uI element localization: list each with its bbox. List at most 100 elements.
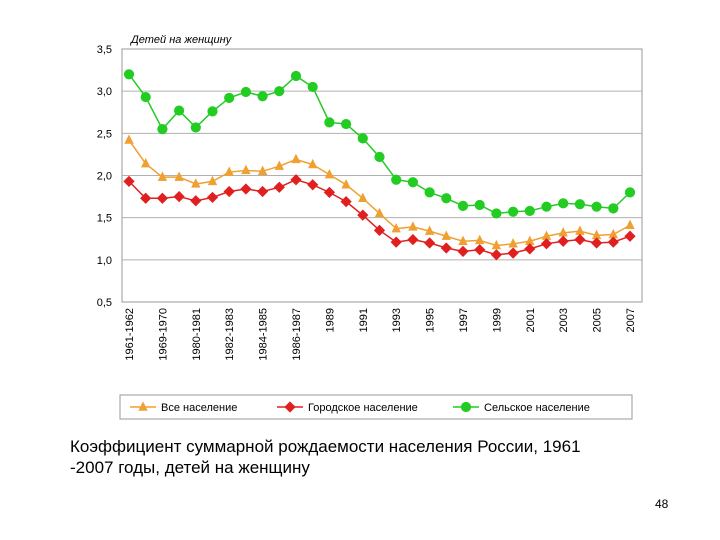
y-axis-label: Детей на женщину — [129, 34, 233, 46]
series — [124, 134, 635, 250]
x-tick-label: 2003 — [558, 308, 570, 332]
y-tick-label: 3,5 — [97, 44, 112, 56]
data-point-triangle — [191, 178, 201, 188]
series — [123, 69, 636, 219]
chart-caption: Коэффициент суммарной рождаемости населе… — [70, 437, 581, 477]
data-point-circle — [240, 86, 251, 98]
data-point-diamond — [140, 192, 152, 204]
data-point-diamond — [190, 195, 202, 207]
data-point-triangle — [508, 238, 518, 248]
legend-box — [119, 394, 633, 420]
data-point-circle — [140, 91, 151, 103]
data-point-triangle — [157, 171, 168, 181]
data-point-triangle — [141, 158, 151, 168]
x-tick-label: 2007 — [625, 308, 637, 332]
data-point-circle — [257, 91, 268, 102]
data-point-diamond — [373, 224, 386, 236]
y-tick-label: 1,5 — [97, 213, 112, 225]
data-point-circle — [574, 199, 586, 210]
y-tick-label: 3,0 — [97, 86, 112, 98]
data-point-triangle — [341, 179, 351, 189]
data-point-circle — [524, 205, 535, 217]
data-point-triangle — [308, 158, 318, 169]
data-point-triangle — [291, 153, 301, 164]
data-point-triangle — [174, 171, 184, 181]
data-point-diamond — [423, 237, 436, 249]
data-point-diamond — [223, 185, 235, 198]
data-point-diamond — [457, 245, 469, 258]
x-tick-label: 1969-1970 — [157, 308, 169, 361]
data-point-triangle — [324, 168, 335, 179]
data-point-circle — [324, 117, 335, 128]
legend-label: Городское население — [308, 402, 418, 414]
x-tick-label: 1999 — [491, 308, 503, 332]
data-point-diamond — [390, 236, 402, 248]
data-point-circle — [441, 193, 452, 204]
data-point-diamond — [524, 243, 536, 255]
data-point-circle — [174, 105, 185, 116]
x-tick-label: 1993 — [391, 308, 403, 332]
data-point-triangle — [424, 225, 435, 235]
data-point-circle — [541, 201, 552, 212]
data-point-triangle — [625, 219, 635, 229]
data-point-circle — [207, 106, 218, 117]
data-point-circle — [624, 187, 636, 198]
data-point-diamond — [323, 186, 336, 198]
data-point-triangle — [491, 239, 502, 250]
data-point-diamond — [240, 183, 252, 195]
data-point-triangle — [475, 234, 485, 245]
data-point-diamond — [307, 179, 319, 191]
data-point-circle — [123, 69, 135, 80]
data-point-triangle — [575, 225, 585, 235]
data-point-triangle — [441, 230, 451, 240]
x-tick-label: 1984-1985 — [258, 308, 270, 361]
data-point-diamond — [357, 209, 369, 221]
data-point-circle — [474, 199, 485, 211]
data-point-diamond — [507, 247, 519, 259]
data-point-circle — [341, 118, 352, 130]
data-point-diamond — [407, 233, 419, 246]
data-point-circle — [507, 206, 519, 217]
legend-label: Все население — [161, 402, 237, 414]
data-point-circle — [491, 208, 502, 219]
y-tick-label: 1,0 — [97, 255, 112, 267]
x-tick-label: 1989 — [324, 308, 336, 332]
data-point-triangle — [408, 221, 418, 231]
x-tick-label: 2005 — [592, 308, 604, 332]
data-point-circle — [608, 203, 619, 214]
data-point-diamond — [273, 181, 285, 193]
data-point-triangle — [224, 166, 234, 176]
data-point-diamond — [607, 236, 619, 248]
data-point-diamond — [206, 191, 219, 204]
data-point-diamond — [173, 190, 185, 203]
y-tick-labels: 0,5 1,0 1,5 2,0 2,5 3,0 3,5 — [97, 44, 112, 309]
data-point-diamond — [256, 185, 269, 198]
x-tick-label: 1997 — [458, 308, 470, 332]
y-tick-label: 2,0 — [97, 171, 112, 183]
x-tick-label: 1982-1983 — [224, 308, 236, 361]
data-point-diamond — [156, 192, 169, 204]
data-point-triangle — [207, 175, 218, 186]
data-point-triangle — [374, 207, 385, 218]
data-point-diamond — [440, 242, 452, 254]
x-tick-label: 2001 — [525, 308, 537, 332]
data-point-circle — [190, 122, 201, 133]
grid-lines — [122, 90, 642, 261]
legend: Все население Городское население Сельское… — [119, 394, 633, 420]
data-point-triangle — [391, 222, 401, 233]
legend-label: Сельское население — [484, 402, 590, 414]
data-point-diamond — [557, 235, 569, 247]
data-point-triangle — [124, 134, 134, 144]
data-point-circle — [558, 198, 569, 209]
data-point-circle — [424, 187, 435, 198]
data-point-diamond — [590, 237, 603, 249]
data-point-circle — [407, 177, 419, 188]
data-point-diamond — [624, 230, 636, 242]
data-point-circle — [357, 133, 368, 144]
data-point-triangle — [257, 165, 268, 175]
data-point-triangle — [138, 401, 148, 411]
page-number: 48 — [655, 497, 669, 511]
y-tick-label: 2,5 — [97, 128, 112, 140]
data-point-circle — [457, 200, 469, 211]
